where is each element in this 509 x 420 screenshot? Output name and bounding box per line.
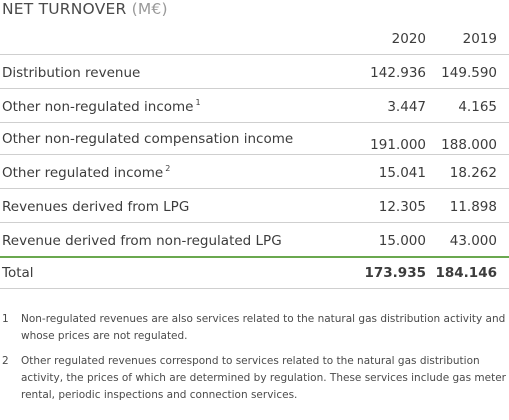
table-row: Other non-regulated compensation income … (0, 120, 509, 155)
value-2019: 18.262 (449, 165, 497, 181)
table-title: NET TURNOVER (M€) (2, 0, 168, 18)
value-2019: 4.165 (458, 99, 497, 115)
column-header-2019: 2019 (462, 31, 497, 47)
table-row: Revenue derived from non-regulated LPG 1… (0, 222, 509, 256)
value-2019: 188.000 (441, 137, 497, 153)
column-header-2020: 2020 (391, 31, 426, 47)
title-unit: (M€) (131, 0, 168, 18)
row-label: Other non-regulated compensation income (2, 131, 294, 147)
value-2020: 15.041 (378, 165, 426, 181)
value-2019: 43.000 (449, 233, 497, 249)
table-row: Revenues derived from LPG 12.305 11.898 (0, 188, 509, 223)
value-2019: 11.898 (449, 199, 497, 215)
row-label: Other non-regulated income 1 (2, 98, 201, 115)
value-2020: 15.000 (378, 233, 426, 249)
value-2019: 149.590 (441, 65, 497, 81)
value-2020: 191.000 (370, 137, 426, 153)
value-2020: 3.447 (387, 99, 426, 115)
footnote-text: Other regulated revenues correspond to s… (21, 355, 506, 401)
value-2020: 142.936 (370, 65, 426, 81)
total-row: Total 173.935 184.146 (0, 254, 509, 289)
footnote-number: 1 (2, 313, 9, 325)
row-label: Revenues derived from LPG (2, 199, 190, 215)
total-label: Total (2, 265, 34, 281)
row-label: Distribution revenue (2, 65, 141, 81)
total-2019: 184.146 (435, 265, 498, 281)
table-row: Other non-regulated income 1 3.447 4.165 (0, 88, 509, 123)
total-2020: 173.935 (364, 265, 427, 281)
table-row: Distribution revenue 142.936 149.590 (0, 54, 509, 89)
row-label: Other regulated income 2 (2, 164, 171, 181)
footnote-number: 2 (2, 355, 9, 367)
header-row: 2020 2019 (0, 20, 509, 55)
value-2020: 12.305 (378, 199, 426, 215)
row-label: Revenue derived from non-regulated LPG (2, 233, 282, 249)
footnote-ref: 1 (195, 98, 201, 107)
total-divider (0, 256, 509, 258)
footnote-ref: 2 (165, 164, 171, 173)
footnote-text: Non-regulated revenues are also services… (21, 313, 506, 342)
title-text: NET TURNOVER (2, 0, 127, 18)
table-row: Other regulated income 2 15.041 18.262 (0, 154, 509, 189)
